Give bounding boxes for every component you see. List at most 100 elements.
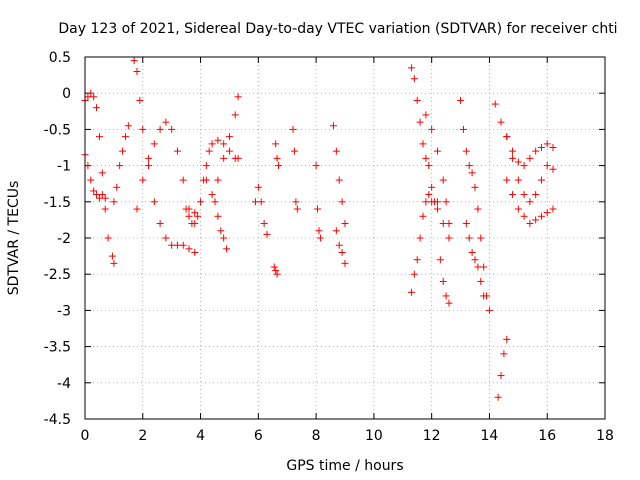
data-point <box>223 245 231 253</box>
y-tick-label: -2.5 <box>44 267 71 283</box>
data-point <box>234 154 242 162</box>
data-point <box>194 212 202 220</box>
plot-frame <box>84 56 606 420</box>
data-point <box>428 183 436 191</box>
data-point <box>90 187 98 195</box>
data-point <box>101 194 109 202</box>
data-point <box>332 227 340 235</box>
data-point <box>202 176 210 184</box>
data-point <box>156 220 164 228</box>
data-point <box>497 372 505 380</box>
y-tick-label: -3 <box>57 303 71 319</box>
data-point <box>425 162 433 170</box>
data-point <box>416 234 424 242</box>
data-point <box>526 154 534 162</box>
data-point <box>208 140 216 148</box>
data-point <box>312 162 320 170</box>
data-point <box>257 198 265 206</box>
data-point <box>179 176 187 184</box>
data-point <box>332 147 340 155</box>
data-point <box>133 205 141 213</box>
data-point <box>509 191 517 199</box>
data-point <box>537 212 545 220</box>
data-point <box>503 176 511 184</box>
data-point <box>101 205 109 213</box>
y-axis-label: SDTVAR / TECUs <box>6 181 22 296</box>
data-point <box>442 198 450 206</box>
data-point <box>162 234 170 242</box>
data-point <box>90 93 98 101</box>
data-point <box>425 191 433 199</box>
y-tick-label: -1 <box>57 159 71 175</box>
data-point <box>419 140 427 148</box>
data-point <box>260 220 268 228</box>
data-point <box>119 147 127 155</box>
data-point <box>468 169 476 177</box>
data-point <box>162 118 170 126</box>
data-point <box>526 198 534 206</box>
data-point <box>445 220 453 228</box>
data-point <box>419 212 427 220</box>
data-point <box>173 147 181 155</box>
data-point <box>462 147 470 155</box>
data-point <box>433 205 441 213</box>
y-tick-label: -2 <box>57 231 71 247</box>
y-tick-label: -4 <box>57 376 71 392</box>
x-tick-label: 16 <box>538 428 556 444</box>
data-point <box>290 147 298 155</box>
data-point <box>410 270 418 278</box>
data-point <box>428 198 436 206</box>
data-point <box>543 140 551 148</box>
y-tick-label: -0.5 <box>44 122 71 138</box>
data-point <box>191 209 199 217</box>
data-point <box>439 176 447 184</box>
data-point <box>413 96 421 104</box>
data-point <box>84 162 92 170</box>
data-point <box>124 122 132 130</box>
data-point <box>335 241 343 249</box>
data-point <box>270 263 278 271</box>
data-point <box>87 89 95 97</box>
data-point <box>457 96 465 104</box>
data-point <box>220 140 228 148</box>
data-point <box>543 209 551 217</box>
data-point <box>205 147 213 155</box>
data-point <box>156 125 164 133</box>
data-point <box>197 198 205 206</box>
data-point <box>217 227 225 235</box>
data-point <box>462 220 470 228</box>
data-point <box>225 133 233 141</box>
x-tick-label: 12 <box>423 428 441 444</box>
data-point <box>474 205 482 213</box>
data-point <box>520 212 528 220</box>
data-point <box>471 183 479 191</box>
data-point <box>503 335 511 343</box>
data-point <box>422 111 430 119</box>
data-point <box>413 256 421 264</box>
data-point <box>407 64 415 72</box>
data-point <box>136 96 144 104</box>
data-point <box>214 212 222 220</box>
data-point <box>480 292 488 300</box>
data-point <box>410 75 418 83</box>
x-tick-label: 2 <box>138 428 147 444</box>
data-point <box>182 205 190 213</box>
data-point <box>145 162 153 170</box>
data-point <box>422 154 430 162</box>
data-point <box>442 292 450 300</box>
data-point <box>98 169 106 177</box>
data-point <box>509 154 517 162</box>
data-point <box>477 234 485 242</box>
data-point <box>468 248 476 256</box>
data-point <box>202 162 210 170</box>
data-point <box>220 154 228 162</box>
data-point <box>272 267 280 275</box>
data-point <box>445 299 453 307</box>
data-point <box>341 220 349 228</box>
data-point <box>315 227 323 235</box>
data-point <box>214 136 222 144</box>
data-point <box>185 245 193 253</box>
data-point <box>316 234 324 242</box>
data-point <box>509 147 517 155</box>
